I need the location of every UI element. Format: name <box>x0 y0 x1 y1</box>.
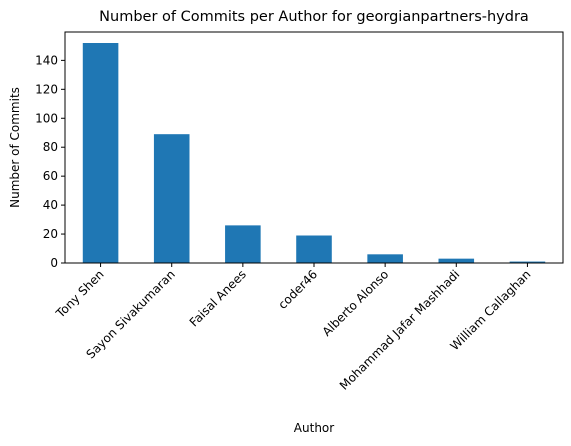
bar-6 <box>509 261 546 263</box>
y-tick-label: 100 <box>35 111 58 125</box>
x-tick-label: coder46 <box>275 267 320 312</box>
chart-title: Number of Commits per Author for georgia… <box>99 9 529 25</box>
plot-frame <box>64 31 564 264</box>
x-axis-label: Author <box>294 421 334 435</box>
y-axis-ticks: 0 20 40 60 80 100 120 140 <box>35 53 65 270</box>
x-tick-label: Alberto Alonso <box>320 267 392 339</box>
bar-2 <box>225 225 261 263</box>
bar-3 <box>296 235 332 263</box>
bar-1 <box>153 134 190 263</box>
x-tick-label: Faisal Anees <box>187 267 249 329</box>
y-tick-label: 20 <box>43 227 58 241</box>
y-tick-label: 40 <box>43 198 58 212</box>
bar-5 <box>438 258 475 263</box>
y-tick-label: 0 <box>50 256 58 270</box>
bar-0 <box>82 43 119 263</box>
x-tick-label: Mohammad Jafar Mashhadi <box>337 267 463 393</box>
y-tick-label: 80 <box>43 140 58 154</box>
x-tick-label: William Callaghan <box>447 267 533 353</box>
bar-4 <box>367 254 403 263</box>
x-tick-label: Tony Shen <box>53 267 107 321</box>
y-tick-label: 120 <box>35 82 58 96</box>
bars-group <box>82 43 546 263</box>
y-axis-label: Number of Commits <box>8 87 22 208</box>
y-tick-label: 60 <box>43 169 58 183</box>
y-tick-label: 140 <box>35 53 58 67</box>
